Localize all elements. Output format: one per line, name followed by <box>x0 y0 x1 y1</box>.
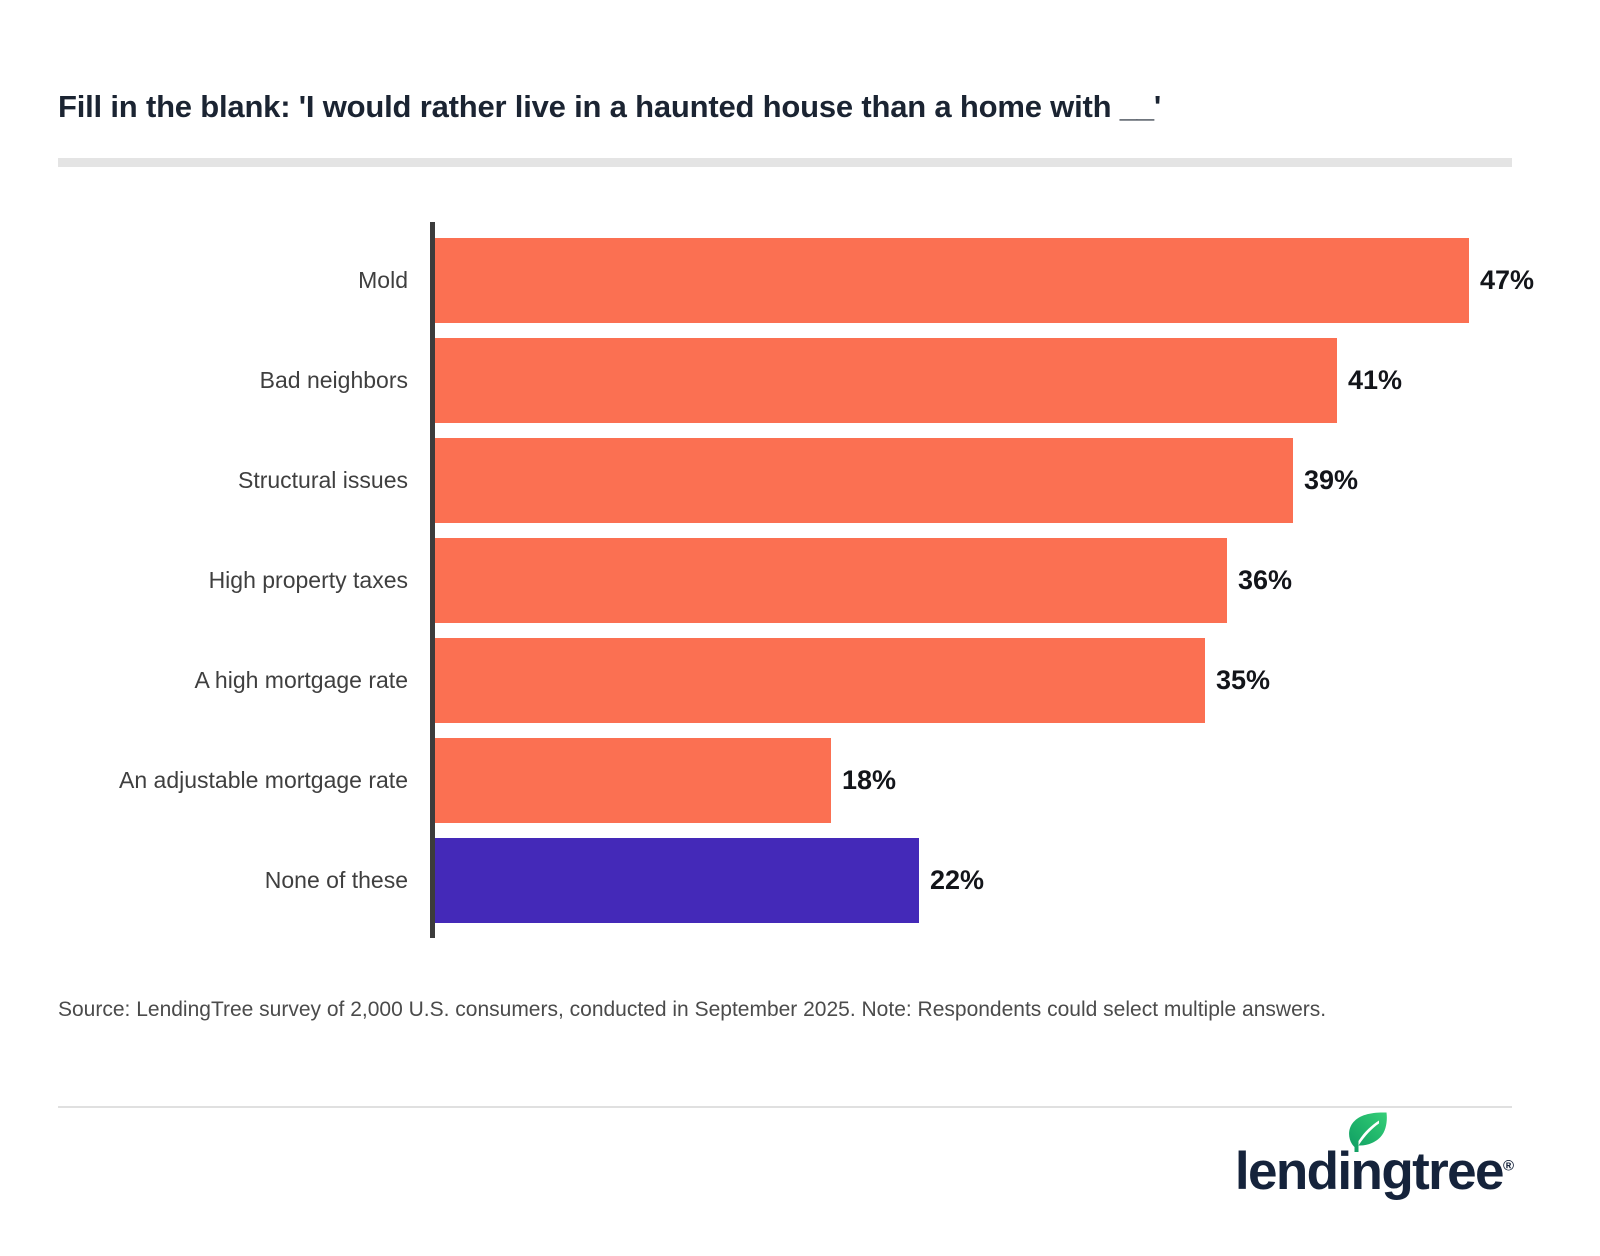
bar-track: 35% <box>435 630 1270 730</box>
bar-category-label: Bad neighbors <box>259 366 408 393</box>
bar-track: 47% <box>435 230 1534 330</box>
bar-track: 39% <box>435 430 1358 530</box>
bar-row: Structural issues 39% <box>0 430 1600 530</box>
bar-value-label: 18% <box>842 764 897 795</box>
bar-category-label: An adjustable mortgage rate <box>119 766 408 793</box>
bar <box>435 837 919 923</box>
bar-category-label: Structural issues <box>237 466 408 493</box>
bar-track: 41% <box>435 330 1402 430</box>
bar-row: High property taxes 36% <box>0 530 1600 630</box>
bar-value-label: 22% <box>930 864 985 895</box>
bar-category-label: A high mortgage rate <box>194 666 408 693</box>
footer-divider <box>58 1106 1512 1108</box>
bar <box>435 537 1227 623</box>
source-note: Source: LendingTree survey of 2,000 U.S.… <box>58 998 1327 1021</box>
bar-row: An adjustable mortgage rate 18% <box>0 730 1600 830</box>
logo-wordmark: lendingtree® <box>1234 1112 1514 1201</box>
bar <box>435 337 1337 423</box>
y-axis-line <box>430 222 435 938</box>
bar-row: None of these 22% <box>0 830 1600 930</box>
bar-category-label: High property taxes <box>208 566 408 593</box>
page-title: Fill in the blank: 'I would rather live … <box>58 89 1162 124</box>
logo-text: lendingtree <box>1234 1142 1505 1201</box>
bar-track: 18% <box>435 730 896 830</box>
bar-value-label: 41% <box>1348 364 1403 395</box>
bar-track: 22% <box>435 830 984 930</box>
registered-mark-icon: ® <box>1502 1157 1514 1175</box>
leaf-icon <box>1349 1112 1387 1152</box>
lendingtree-logo: lendingtree® <box>1234 1112 1514 1201</box>
bar-row: Bad neighbors 41% <box>0 330 1600 430</box>
bar <box>435 237 1469 323</box>
bar-category-label: None of these <box>264 866 408 893</box>
bar <box>435 637 1205 723</box>
bar <box>435 437 1293 523</box>
bar-value-label: 36% <box>1238 564 1293 595</box>
chart-plot-area: Mold 47% Bad neighbors 41% Structural issues… <box>0 222 1600 938</box>
bar-value-label: 39% <box>1304 464 1359 495</box>
bar-row: Mold 47% <box>0 230 1600 330</box>
bar-value-label: 47% <box>1480 264 1535 295</box>
bar-category-label: Mold <box>358 266 408 293</box>
bar-track: 36% <box>435 530 1292 630</box>
title-divider <box>58 158 1512 167</box>
bar-value-label: 35% <box>1216 664 1271 695</box>
bar-row: A high mortgage rate 35% <box>0 630 1600 730</box>
bar <box>435 737 831 823</box>
